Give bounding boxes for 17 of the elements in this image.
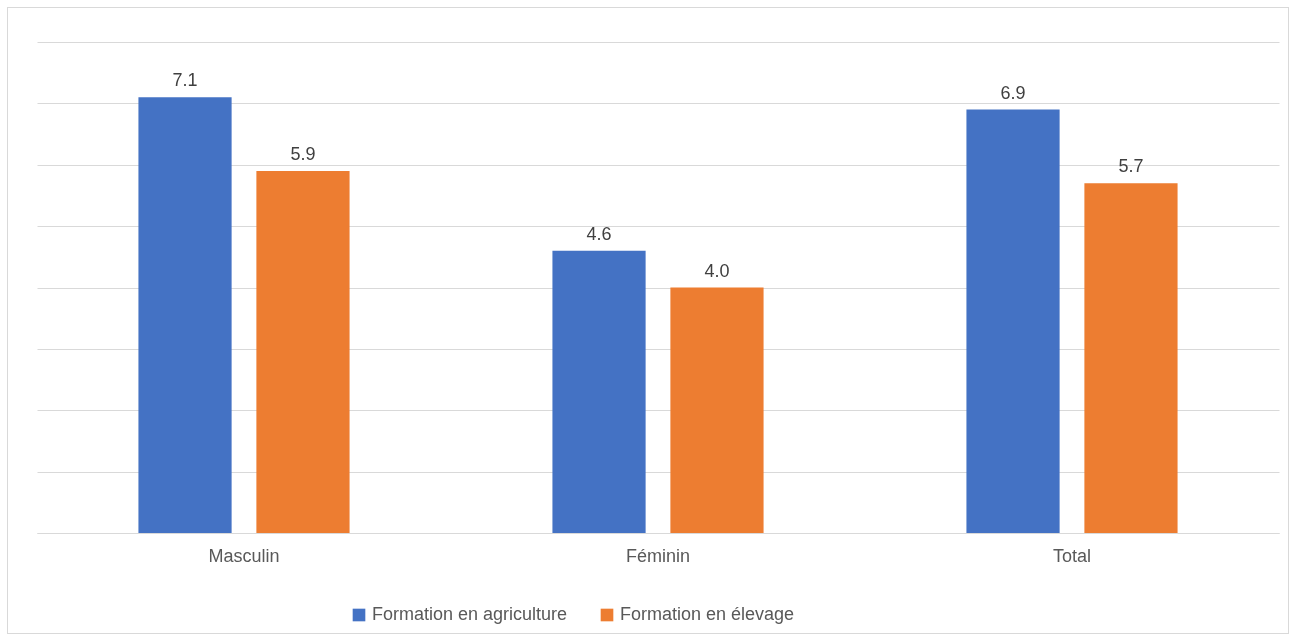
legend-label: Formation en élevage — [620, 604, 795, 624]
data-label: 4.0 — [704, 260, 730, 281]
data-label: 7.1 — [172, 70, 198, 91]
data-label: 5.9 — [290, 143, 316, 164]
data-label: 4.6 — [586, 223, 612, 244]
x-tick-label: Féminin — [625, 545, 691, 566]
bar — [1084, 183, 1178, 533]
x-tick-label: Total — [1052, 545, 1092, 566]
bar — [966, 109, 1060, 533]
data-label: 5.7 — [1118, 156, 1144, 177]
bar — [670, 287, 764, 533]
legend-label: Formation en agriculture — [372, 604, 568, 624]
bar — [256, 170, 350, 533]
data-label: 6.9 — [1000, 82, 1026, 103]
x-tick-label: Masculin — [208, 545, 280, 566]
bar — [552, 250, 646, 533]
bar — [138, 97, 232, 533]
